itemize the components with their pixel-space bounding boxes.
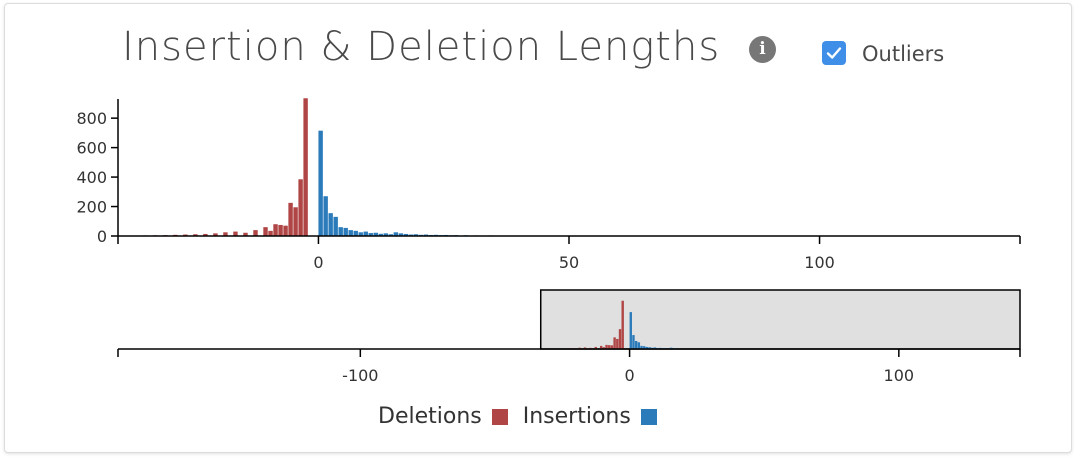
overview-insertion-bar: [653, 347, 657, 349]
legend-deletions-swatch: [491, 409, 508, 425]
insertion-bar: [338, 227, 343, 236]
deletion-bar: [303, 98, 308, 236]
legend: Deletions Insertions: [378, 402, 665, 432]
overview-deletion-bar: [594, 346, 597, 349]
deletion-bar: [293, 207, 298, 236]
main-histogram: [133, 98, 569, 236]
insertion-bar: [398, 233, 404, 236]
overview-deletion-bar: [613, 337, 616, 349]
y-tick-label: 200: [76, 198, 107, 217]
main-y-axis: 0 200 400 600 800: [76, 99, 119, 246]
insertion-bar: [343, 227, 348, 236]
insertion-bar: [328, 213, 333, 236]
overview-insertion-bar: [640, 345, 643, 349]
main-x-axis: 0 50 100: [117, 235, 1021, 272]
x-tick-label: 50: [559, 253, 579, 272]
deletion-bar: [283, 225, 288, 236]
overview-deletion-bar: [621, 300, 624, 349]
insertion-bar: [383, 233, 388, 236]
deletion-bar: [213, 233, 218, 236]
insertion-bar: [348, 230, 353, 236]
overview-deletion-bar: [605, 344, 608, 349]
x-tick-label: 100: [804, 253, 835, 272]
insertion-bar: [413, 234, 419, 236]
deletion-bar: [263, 227, 268, 236]
overview-insertion-bar: [645, 346, 649, 349]
overview-insertion-bar: [648, 347, 651, 349]
outliers-label[interactable]: Outliers: [862, 42, 945, 66]
overview-x-axis: -100 0 100: [117, 348, 1021, 385]
brush-selection[interactable]: [539, 289, 1021, 350]
insertion-bar: [358, 232, 363, 236]
legend-insertions-label: Insertions: [522, 404, 631, 429]
insertion-bar: [368, 233, 373, 236]
deletion-bar: [298, 179, 303, 236]
insertion-bar: [318, 130, 323, 236]
deletion-bar: [233, 231, 238, 236]
info-icon[interactable]: i: [749, 36, 776, 63]
overview-x-tick-label: -100: [342, 366, 378, 385]
checkmark-icon: [826, 47, 842, 59]
deletion-bar: [278, 224, 283, 236]
overview-deletion-bar: [618, 329, 622, 349]
deletion-bar: [243, 232, 248, 236]
y-tick-label: 0: [97, 227, 107, 246]
overview-deletion-bar: [610, 345, 614, 349]
deletion-bar: [288, 202, 293, 236]
legend-insertions[interactable]: Insertions: [523, 404, 665, 429]
insertion-bar: [393, 232, 399, 236]
legend-deletions-label: Deletions: [378, 404, 482, 429]
deletion-bar: [268, 230, 273, 236]
overview-deletion-bar: [583, 347, 587, 349]
deletion-bar: [273, 224, 278, 236]
overview-insertion-bar: [629, 312, 632, 349]
insertion-bar: [388, 234, 394, 236]
x-tick-label: 0: [313, 253, 323, 272]
overview-insertion-bar: [637, 342, 641, 349]
insertion-bar: [353, 230, 358, 236]
insertion-bar: [403, 233, 409, 236]
chart-card: [4, 3, 1072, 453]
overview-insertion-bar: [634, 341, 638, 349]
insertion-bar: [373, 232, 378, 236]
overview-deletion-bar: [599, 345, 603, 349]
insertion-bar: [323, 196, 328, 236]
overview-x-tick-label: 0: [624, 366, 634, 385]
deletion-bar: [253, 230, 258, 236]
legend-deletions[interactable]: Deletions: [378, 404, 523, 429]
legend-insertions-swatch: [640, 409, 657, 425]
overview-x-tick-label: 100: [884, 366, 915, 385]
insertion-bar: [363, 231, 368, 236]
overview-deletion-bar: [616, 338, 619, 349]
histogram-chart: 0 200 400 600 800 0 50 100 -100 0 100: [76, 98, 1021, 385]
insertion-bar: [378, 233, 383, 236]
insertion-bar: [333, 216, 338, 236]
y-tick-label: 800: [76, 109, 107, 128]
overview-deletion-bar: [608, 345, 611, 349]
deletion-bar: [203, 233, 208, 236]
deletion-bar: [193, 234, 198, 236]
y-tick-label: 600: [76, 139, 107, 158]
overview-deletion-bar: [602, 347, 606, 349]
overview-insertion-bar: [643, 346, 646, 349]
y-tick-label: 400: [76, 168, 107, 187]
chart-title: Insertion & Deletion Lengths: [122, 24, 721, 70]
deletion-bar: [223, 232, 228, 236]
outliers-checkbox[interactable]: [822, 41, 846, 65]
overview-insertion-bar: [632, 335, 635, 349]
